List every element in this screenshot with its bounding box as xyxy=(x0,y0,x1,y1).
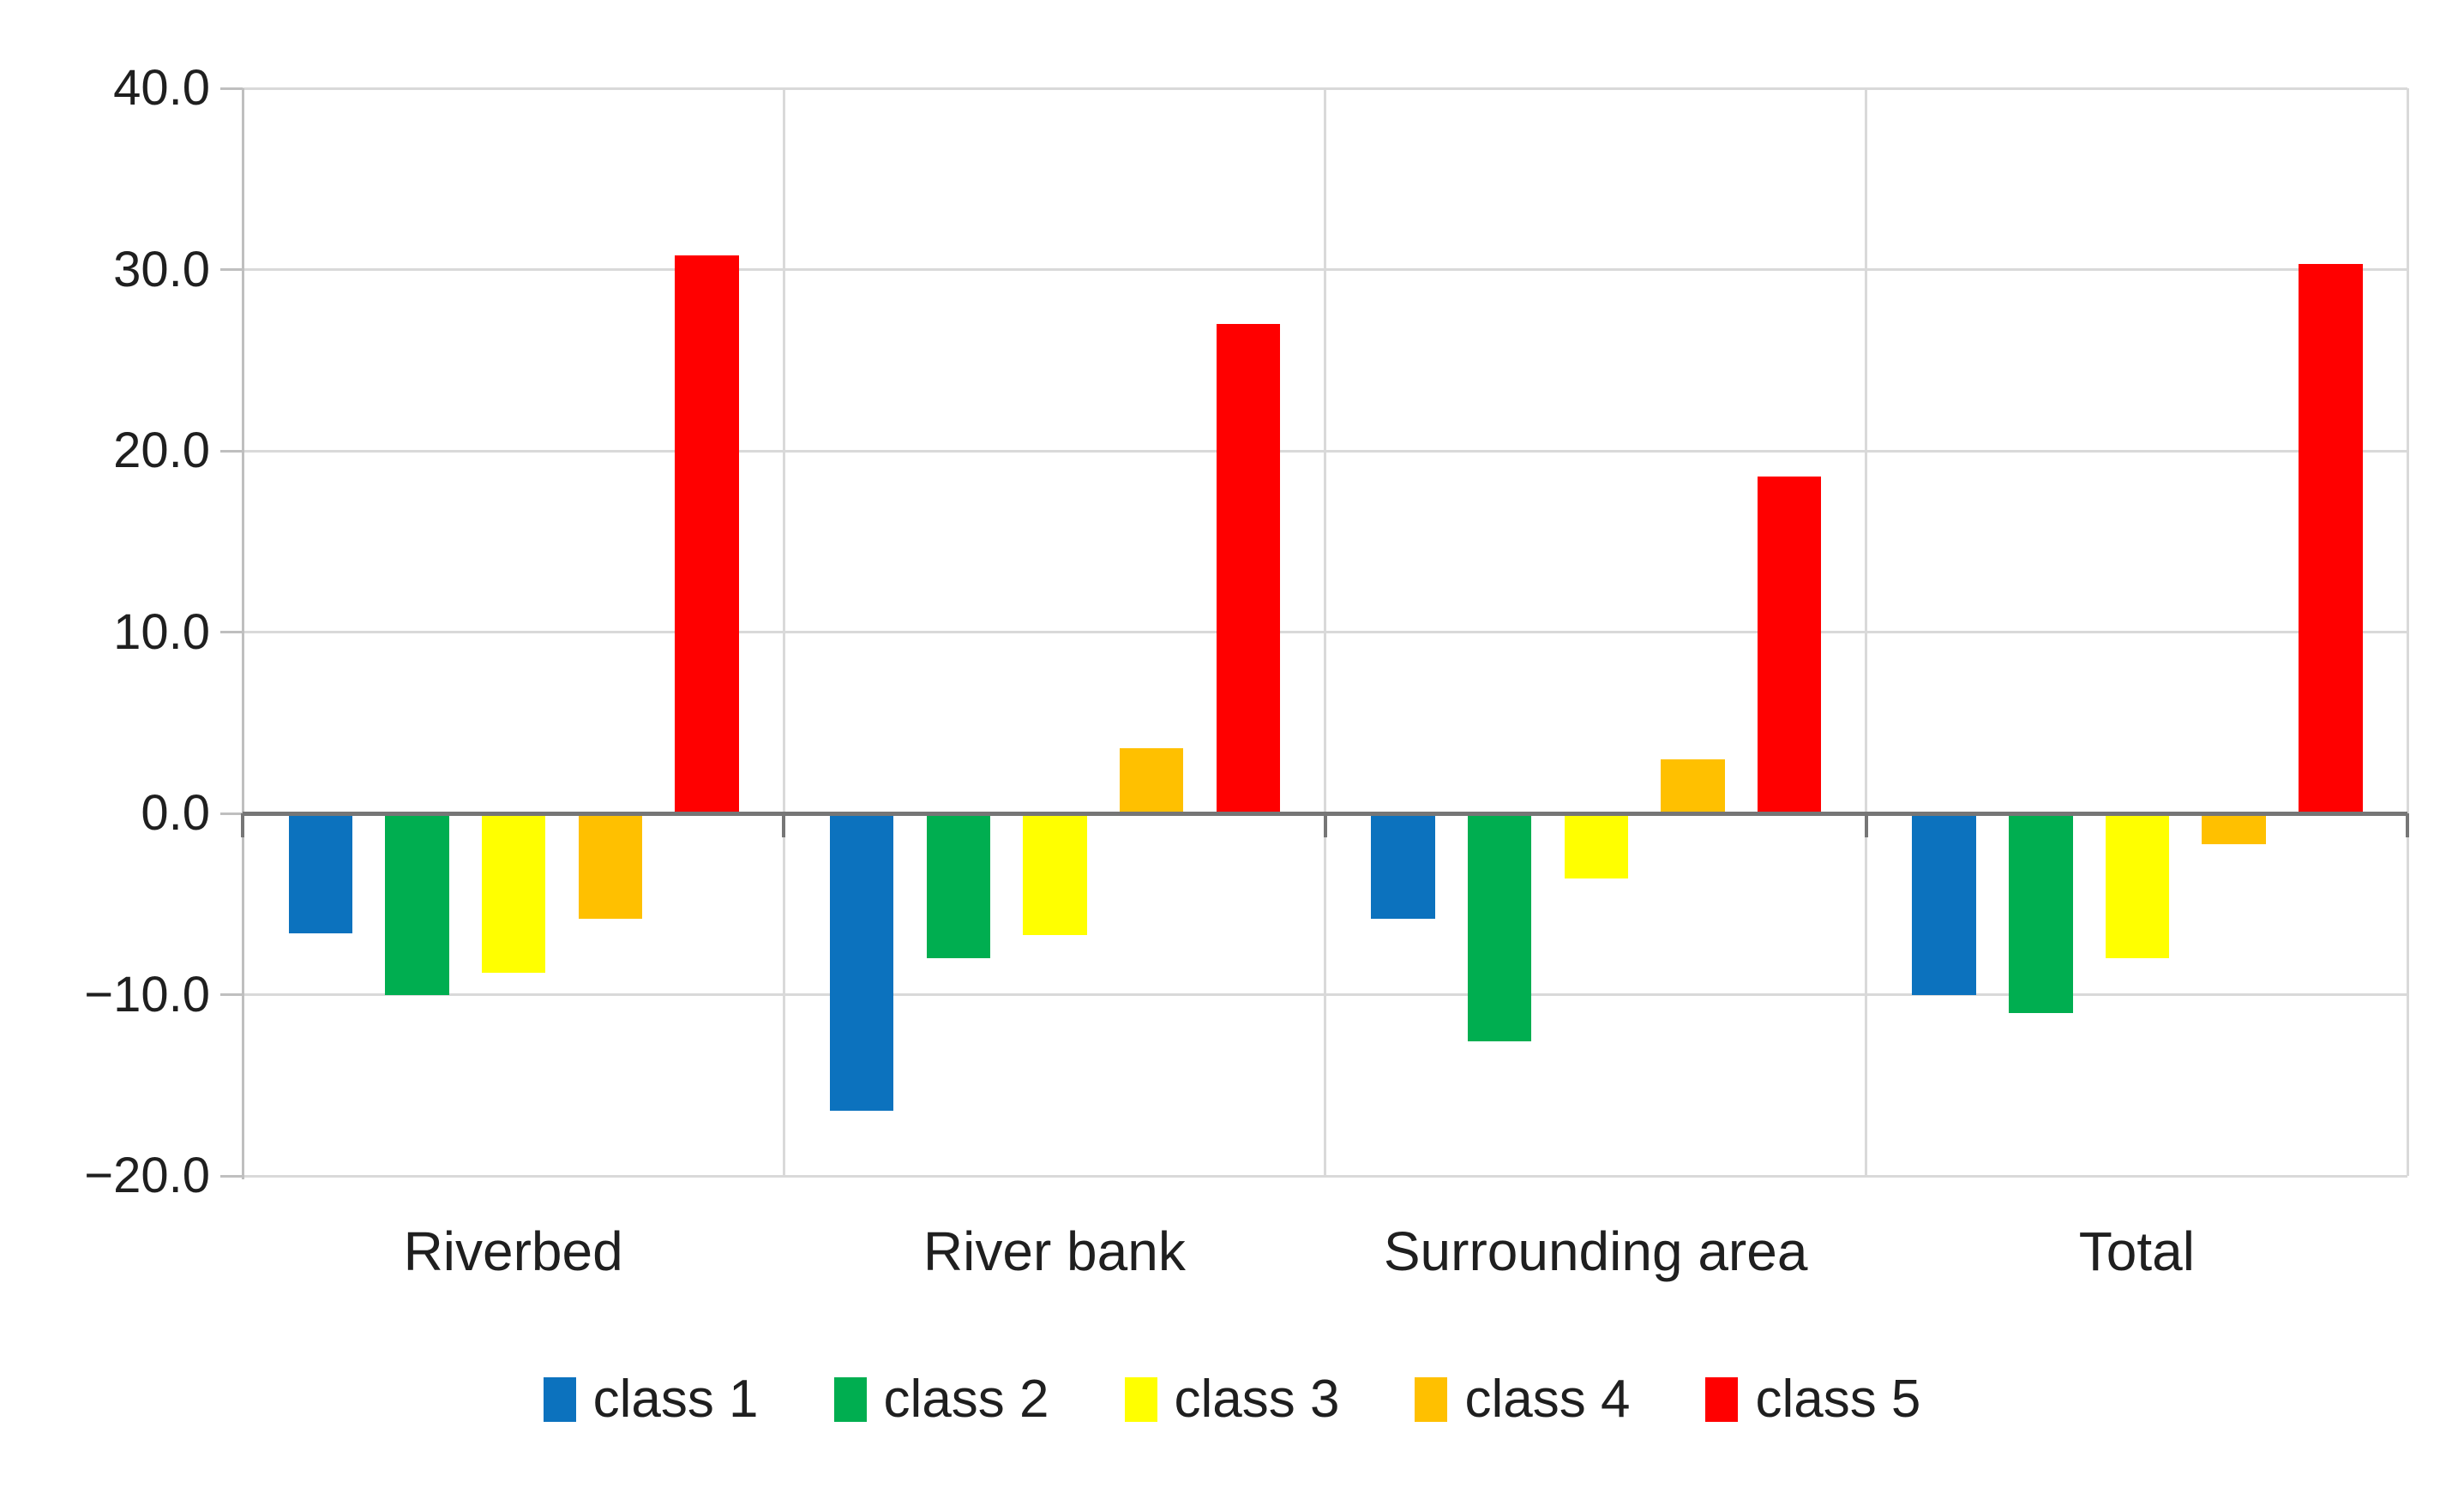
bar-class-5-Surrounding-area xyxy=(1757,476,1822,813)
category-separator xyxy=(782,88,785,1176)
bar-class-3-River-bank xyxy=(1023,813,1087,935)
legend-swatch-class-4 xyxy=(1415,1377,1448,1422)
category-axis-tick xyxy=(782,813,786,837)
category-separator xyxy=(1865,88,1868,1176)
y-axis-tick xyxy=(220,631,243,633)
y-tick-label: 40.0 xyxy=(113,60,210,116)
y-axis-tick xyxy=(220,812,243,815)
legend-swatch-class-5 xyxy=(1705,1377,1739,1422)
category-label-River-bank: River bank xyxy=(922,1220,1186,1282)
category-label-Riverbed: Riverbed xyxy=(403,1220,623,1282)
legend-label: class 3 xyxy=(1174,1370,1340,1429)
bar-class-1-Surrounding-area xyxy=(1371,813,1435,919)
y-axis-tick xyxy=(220,87,243,90)
bar-class-5-Total xyxy=(2299,264,2363,813)
legend-item-class-2: class 2 xyxy=(833,1370,1049,1429)
y-tick-label: 10.0 xyxy=(113,603,210,660)
legend-label: class 4 xyxy=(1464,1370,1631,1429)
legend-label: class 2 xyxy=(883,1370,1049,1429)
category-axis-tick xyxy=(1323,813,1327,837)
y-tick-label: 20.0 xyxy=(113,423,210,478)
legend-item-class-4: class 4 xyxy=(1415,1373,1630,1426)
bar-class-2-Surrounding-area xyxy=(1467,813,1532,1042)
category-label-Surrounding-area: Surrounding area xyxy=(1383,1220,1808,1282)
gridline-y-−20.0 xyxy=(243,1174,2407,1178)
category-separator xyxy=(2406,88,2409,1176)
bar-class-3-Total xyxy=(2105,813,2170,959)
y-axis-tick xyxy=(220,268,243,271)
bar-class-1-River-bank xyxy=(829,813,894,1111)
legend-item-class-5: class 5 xyxy=(1705,1373,1920,1426)
y-tick-label: −20.0 xyxy=(84,1148,210,1203)
bar-class-5-River-bank xyxy=(1216,323,1281,813)
bar-class-4-Surrounding-area xyxy=(1661,758,1725,813)
legend-swatch-class-2 xyxy=(833,1377,867,1422)
bar-class-1-Riverbed xyxy=(288,813,353,933)
bar-class-1-Total xyxy=(1912,813,1976,995)
legend-label: class 1 xyxy=(592,1370,759,1429)
y-axis-line xyxy=(241,88,244,1179)
category-axis-tick xyxy=(1864,813,1868,837)
category-axis-tick xyxy=(2406,813,2409,837)
y-axis-tick xyxy=(220,993,243,996)
bar-class-3-Riverbed xyxy=(482,813,546,974)
legend: class 1 class 2 class 3 class 4 class 5 xyxy=(0,1357,2464,1442)
category-axis-tick xyxy=(241,813,244,837)
y-tick-label: 0.0 xyxy=(141,785,210,841)
legend-swatch-class-1 xyxy=(543,1377,576,1422)
bar-class-3-Surrounding-area xyxy=(1564,813,1628,879)
y-tick-label: −10.0 xyxy=(84,966,210,1022)
legend-label: class 5 xyxy=(1755,1370,1921,1429)
legend-item-class-1: class 1 xyxy=(543,1370,759,1429)
y-axis-tick xyxy=(220,1174,243,1178)
bar-class-2-Total xyxy=(2009,813,2073,1013)
bar-class-2-Riverbed xyxy=(385,813,449,995)
legend-swatch-class-3 xyxy=(1124,1377,1157,1422)
y-tick-label: 30.0 xyxy=(113,241,210,297)
category-separator xyxy=(1324,88,1326,1176)
bar-class-4-Riverbed xyxy=(578,813,643,919)
bar-class-4-River-bank xyxy=(1119,747,1184,813)
bar-class-4-Total xyxy=(2202,813,2266,844)
legend-item-class-3: class 3 xyxy=(1124,1370,1340,1429)
category-label-Total: Total xyxy=(2078,1220,2195,1282)
bar-class-5-Riverbed xyxy=(675,255,739,813)
y-axis-tick xyxy=(220,449,243,453)
bar-class-2-River-bank xyxy=(926,813,991,959)
